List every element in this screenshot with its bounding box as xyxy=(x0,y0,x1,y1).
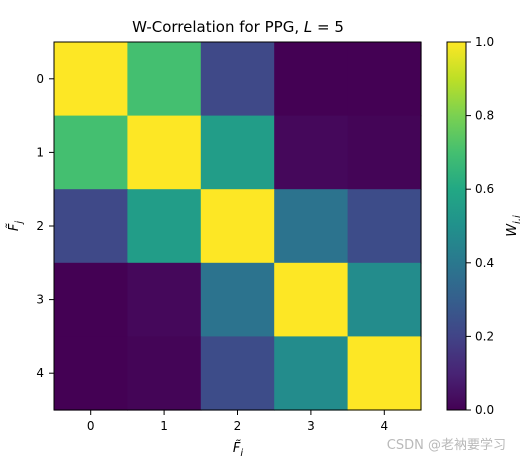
x-tick-label: 1 xyxy=(160,419,168,433)
chart-title: W-Correlation for PPG, L = 5 xyxy=(132,18,344,36)
watermark: CSDN @老衲要学习 xyxy=(386,438,506,453)
y-axis-ticks: 0 1 2 3 4 xyxy=(36,72,54,380)
heatmap-cell-0-3 xyxy=(274,42,349,117)
colorbar-label: Wi,j xyxy=(505,215,520,237)
colorbar-tick-label: 1.0 xyxy=(475,35,494,49)
heatmap-cell-4-2 xyxy=(200,336,275,411)
heatmap-cell-0-4 xyxy=(347,42,422,117)
heatmap-cell-3-2 xyxy=(200,262,275,337)
heatmap-cell-3-1 xyxy=(127,262,202,337)
x-axis-ticks: 0 1 2 3 4 xyxy=(87,410,388,433)
heatmap-cell-4-4 xyxy=(347,336,422,411)
y-tick-label: 0 xyxy=(36,72,44,86)
x-tick-label: 2 xyxy=(234,419,242,433)
heatmap-cell-1-1 xyxy=(127,115,202,190)
heatmap-cell-3-4 xyxy=(347,262,422,337)
colorbar-tick-label: 0.2 xyxy=(475,329,494,343)
x-tick-label: 4 xyxy=(380,419,388,433)
y-tick-label: 3 xyxy=(36,293,44,307)
colorbar-tick-label: 0.0 xyxy=(475,403,494,417)
heatmap-cell-1-0 xyxy=(54,115,128,190)
heatmap-cell-2-0 xyxy=(54,189,128,264)
colorbar-tick-label: 0.4 xyxy=(475,256,494,270)
heatmap-cell-0-0 xyxy=(54,42,128,117)
y-tick-label: 1 xyxy=(36,145,44,159)
x-tick-label: 3 xyxy=(307,419,315,433)
heatmap-cell-1-4 xyxy=(347,115,422,190)
y-tick-label: 2 xyxy=(36,219,44,233)
colorbar xyxy=(446,41,467,411)
heatmap-cell-4-0 xyxy=(54,336,128,411)
y-axis-label: F̃j xyxy=(7,221,25,231)
heatmap-cell-2-4 xyxy=(347,189,422,264)
heatmap-cell-4-3 xyxy=(274,336,349,411)
colorbar-tick-label: 0.8 xyxy=(475,109,494,123)
heatmap-cell-2-3 xyxy=(274,189,349,264)
heatmap-cells xyxy=(54,42,422,411)
heatmap-cell-1-3 xyxy=(274,115,349,190)
heatmap-cell-3-0 xyxy=(54,262,128,337)
heatmap-cell-4-1 xyxy=(127,336,202,411)
heatmap-cell-1-2 xyxy=(200,115,275,190)
heatmap-cell-3-3 xyxy=(274,262,349,337)
heatmap-cell-0-2 xyxy=(200,42,275,117)
colorbar-ticks: 0.0 0.2 0.4 0.6 0.8 1.0 xyxy=(466,35,494,417)
x-tick-label: 0 xyxy=(87,419,95,433)
heatmap-cell-2-2 xyxy=(200,189,275,264)
heatmap-cell-0-1 xyxy=(127,42,202,117)
y-tick-label: 4 xyxy=(36,366,44,380)
colorbar-tick-label: 0.6 xyxy=(475,182,494,196)
heatmap-cell-2-1 xyxy=(127,189,202,264)
x-axis-label: F̃i xyxy=(233,441,243,459)
